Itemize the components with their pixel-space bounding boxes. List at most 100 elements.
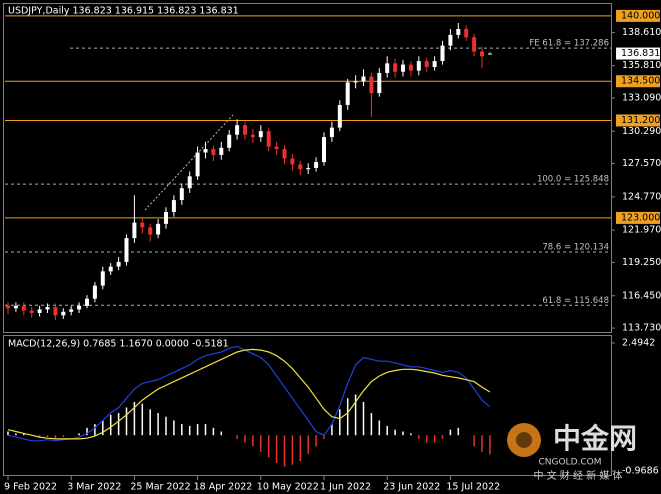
y-tick-label: 138.610: [622, 27, 661, 38]
candle-body: [401, 64, 405, 72]
candle-body: [369, 76, 374, 94]
candle-body: [393, 63, 398, 72]
watermark-site: CNGOLD.COM: [538, 458, 601, 468]
macd-title: MACD(12,26,9) 0.7685 1.1670 0.0000 -0.51…: [8, 339, 229, 350]
fib-label: 61.8 = 115.648: [542, 296, 609, 306]
candle-body: [329, 127, 334, 138]
candle-body: [219, 147, 224, 155]
candle-body: [156, 223, 161, 235]
candle-body: [37, 309, 42, 313]
candle-body: [377, 72, 382, 94]
candle-body: [13, 305, 18, 309]
y-tick-label: 133.090: [622, 93, 661, 104]
x-tick-label: 25 Mar 2022: [130, 482, 190, 493]
x-tick-label: 15 Jul 2022: [446, 482, 500, 493]
y-tick-label: 2.4942: [622, 337, 655, 348]
candle-body: [274, 146, 279, 149]
fib-trend-line: [144, 114, 234, 211]
main-panel: [3, 3, 612, 333]
candle-body: [132, 222, 137, 239]
candle-body: [195, 152, 200, 177]
candle-body: [345, 82, 350, 106]
candle-body: [322, 137, 326, 163]
y-tick-label: 121.970: [622, 225, 661, 236]
level-box: [616, 211, 660, 224]
candle-body: [171, 200, 176, 212]
candle-body: [353, 81, 358, 83]
y-tick-label: 119.250: [622, 257, 661, 268]
y-tick-label: 135.810: [622, 60, 661, 71]
candle-body: [243, 125, 247, 135]
candle-body: [282, 148, 287, 159]
level-label: 134.500: [621, 76, 660, 87]
candle-body: [69, 309, 74, 312]
x-tick-label: 9 Feb 2022: [4, 482, 57, 493]
candle-body: [124, 238, 129, 262]
x-tick-label: 10 May 2022: [257, 482, 319, 493]
candle-body: [227, 134, 232, 148]
candle-body: [408, 64, 413, 71]
y-tick-label: 124.770: [622, 191, 661, 202]
candle-body: [250, 134, 255, 138]
macd-line: [7, 345, 491, 442]
chart-title: USDJPY,Daily 136.823 136.915 136.823 136…: [8, 6, 239, 17]
candle-body: [108, 266, 113, 272]
level-label: 131.200: [621, 115, 660, 126]
candle-body: [211, 148, 216, 155]
watermark-logo-inner: [516, 432, 532, 448]
candle-body: [6, 305, 10, 309]
candle-body: [100, 271, 105, 286]
x-tick-label: 3 Mar 2022: [67, 482, 121, 493]
candle-body: [464, 28, 469, 38]
candle-body: [361, 76, 366, 82]
candle-body: [61, 311, 66, 316]
fib-label: 78.6 = 120.134: [542, 242, 609, 252]
candle-body: [235, 125, 240, 135]
candle-body: [480, 51, 484, 57]
candle-body: [148, 227, 153, 235]
level-label: 123.000: [621, 212, 660, 223]
level-label: 140.000: [621, 10, 660, 21]
candle-body: [487, 53, 492, 55]
candle-body: [21, 305, 26, 311]
candle-body: [472, 37, 477, 52]
watermark: 中金网 CNGOLD.COM 中 文 财 经 新 媒 体: [507, 422, 637, 482]
candle-body: [440, 45, 445, 62]
last-price-box: [616, 47, 660, 60]
x-tick-label: 18 Apr 2022: [194, 482, 253, 493]
candle-body: [432, 61, 437, 67]
candle-body: [258, 131, 263, 138]
watermark-brand: 中金网: [553, 422, 637, 455]
candle-body: [298, 164, 303, 170]
macd-panel: [3, 335, 612, 476]
candle-body: [77, 305, 82, 310]
candle-body: [290, 158, 295, 165]
level-box: [616, 75, 660, 88]
y-tick-label: 116.450: [622, 290, 661, 301]
candle-body: [187, 176, 192, 189]
candle-body: [456, 28, 461, 35]
candle-body: [314, 162, 319, 168]
candle-body: [385, 63, 390, 73]
candle-body: [416, 61, 421, 71]
candle-body: [306, 168, 311, 170]
candle-body: [92, 285, 97, 299]
candle-body: [203, 148, 208, 153]
candle-body: [337, 105, 342, 128]
fib-label: FE 61.8 = 137.286: [529, 39, 609, 49]
candle-body: [45, 307, 50, 310]
candle-body: [164, 211, 168, 224]
candle-body: [266, 131, 271, 147]
level-box: [616, 114, 660, 127]
candle-body: [85, 298, 89, 306]
candle-body: [448, 34, 453, 46]
candle-body: [53, 307, 58, 316]
candle-body: [116, 261, 121, 267]
x-tick-label: 23 Jun 2022: [383, 482, 440, 493]
macd-line: [7, 348, 491, 440]
y-tick-label: 113.730: [622, 323, 661, 334]
candle-body: [179, 188, 184, 201]
level-box: [616, 9, 660, 22]
